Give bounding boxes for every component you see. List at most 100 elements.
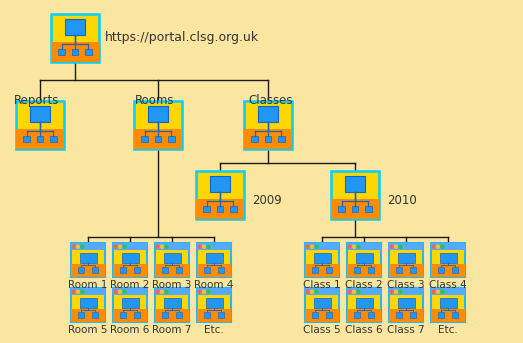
FancyBboxPatch shape — [347, 288, 381, 295]
Text: Class 6: Class 6 — [345, 325, 383, 335]
Circle shape — [432, 290, 435, 293]
FancyBboxPatch shape — [71, 243, 105, 250]
FancyBboxPatch shape — [230, 205, 237, 212]
Circle shape — [399, 245, 402, 248]
FancyBboxPatch shape — [251, 135, 258, 142]
FancyBboxPatch shape — [347, 264, 381, 277]
Text: 2010: 2010 — [387, 193, 417, 206]
FancyBboxPatch shape — [438, 312, 444, 318]
FancyBboxPatch shape — [368, 312, 373, 318]
FancyBboxPatch shape — [397, 252, 415, 263]
FancyBboxPatch shape — [176, 268, 181, 273]
FancyBboxPatch shape — [113, 309, 147, 322]
Circle shape — [315, 245, 318, 248]
Circle shape — [81, 245, 84, 248]
Circle shape — [399, 290, 402, 293]
FancyBboxPatch shape — [265, 135, 271, 142]
FancyBboxPatch shape — [431, 309, 465, 322]
FancyBboxPatch shape — [155, 243, 189, 277]
Text: Room 5: Room 5 — [69, 325, 108, 335]
Circle shape — [311, 245, 313, 248]
FancyBboxPatch shape — [51, 42, 99, 62]
FancyBboxPatch shape — [79, 297, 97, 308]
FancyBboxPatch shape — [389, 288, 423, 295]
FancyBboxPatch shape — [113, 288, 147, 322]
FancyBboxPatch shape — [113, 288, 147, 295]
Circle shape — [72, 290, 75, 293]
FancyBboxPatch shape — [120, 312, 126, 318]
FancyBboxPatch shape — [355, 312, 360, 318]
FancyBboxPatch shape — [197, 243, 231, 250]
FancyBboxPatch shape — [163, 312, 168, 318]
FancyBboxPatch shape — [410, 268, 415, 273]
Circle shape — [353, 245, 356, 248]
FancyBboxPatch shape — [121, 252, 139, 263]
FancyBboxPatch shape — [30, 106, 50, 122]
FancyBboxPatch shape — [134, 312, 140, 318]
Circle shape — [123, 245, 126, 248]
Circle shape — [441, 245, 444, 248]
FancyBboxPatch shape — [389, 309, 423, 322]
FancyBboxPatch shape — [338, 205, 345, 212]
Circle shape — [156, 290, 159, 293]
FancyBboxPatch shape — [23, 135, 30, 142]
FancyBboxPatch shape — [431, 288, 465, 322]
FancyBboxPatch shape — [258, 106, 278, 122]
FancyBboxPatch shape — [431, 264, 465, 277]
FancyBboxPatch shape — [197, 264, 231, 277]
FancyBboxPatch shape — [347, 288, 381, 322]
FancyBboxPatch shape — [244, 129, 292, 149]
FancyBboxPatch shape — [345, 176, 365, 192]
FancyBboxPatch shape — [113, 243, 147, 250]
FancyBboxPatch shape — [141, 135, 148, 142]
FancyBboxPatch shape — [218, 268, 223, 273]
FancyBboxPatch shape — [244, 101, 292, 149]
FancyBboxPatch shape — [78, 312, 84, 318]
FancyBboxPatch shape — [431, 243, 465, 277]
FancyBboxPatch shape — [197, 243, 231, 277]
FancyBboxPatch shape — [439, 252, 457, 263]
Circle shape — [357, 245, 360, 248]
Text: Room 7: Room 7 — [152, 325, 192, 335]
Circle shape — [357, 290, 360, 293]
Circle shape — [207, 245, 210, 248]
Circle shape — [119, 290, 121, 293]
FancyBboxPatch shape — [410, 312, 415, 318]
FancyBboxPatch shape — [305, 243, 339, 250]
FancyBboxPatch shape — [347, 243, 381, 277]
Circle shape — [161, 290, 164, 293]
FancyBboxPatch shape — [168, 135, 175, 142]
FancyBboxPatch shape — [176, 312, 181, 318]
Text: https://portal.clsg.org.uk: https://portal.clsg.org.uk — [105, 32, 259, 45]
Circle shape — [119, 245, 121, 248]
FancyBboxPatch shape — [389, 243, 423, 277]
Text: Class 2: Class 2 — [345, 280, 383, 290]
Circle shape — [348, 290, 351, 293]
FancyBboxPatch shape — [312, 268, 318, 273]
FancyBboxPatch shape — [92, 312, 97, 318]
FancyBboxPatch shape — [331, 171, 379, 219]
FancyBboxPatch shape — [134, 129, 182, 149]
FancyBboxPatch shape — [278, 135, 285, 142]
FancyBboxPatch shape — [71, 288, 105, 322]
FancyBboxPatch shape — [78, 268, 84, 273]
FancyBboxPatch shape — [155, 135, 162, 142]
FancyBboxPatch shape — [313, 252, 331, 263]
FancyBboxPatch shape — [120, 268, 126, 273]
Circle shape — [207, 290, 210, 293]
FancyBboxPatch shape — [204, 268, 210, 273]
FancyBboxPatch shape — [368, 268, 373, 273]
Circle shape — [437, 245, 439, 248]
FancyBboxPatch shape — [134, 268, 140, 273]
Text: Etc.: Etc. — [438, 325, 458, 335]
Text: Class 4: Class 4 — [429, 280, 467, 290]
FancyBboxPatch shape — [204, 312, 210, 318]
FancyBboxPatch shape — [389, 243, 423, 250]
FancyBboxPatch shape — [71, 309, 105, 322]
Circle shape — [198, 290, 201, 293]
Text: Room 3: Room 3 — [152, 280, 192, 290]
Circle shape — [81, 290, 84, 293]
FancyBboxPatch shape — [210, 176, 230, 192]
FancyBboxPatch shape — [163, 268, 168, 273]
FancyBboxPatch shape — [347, 243, 381, 250]
